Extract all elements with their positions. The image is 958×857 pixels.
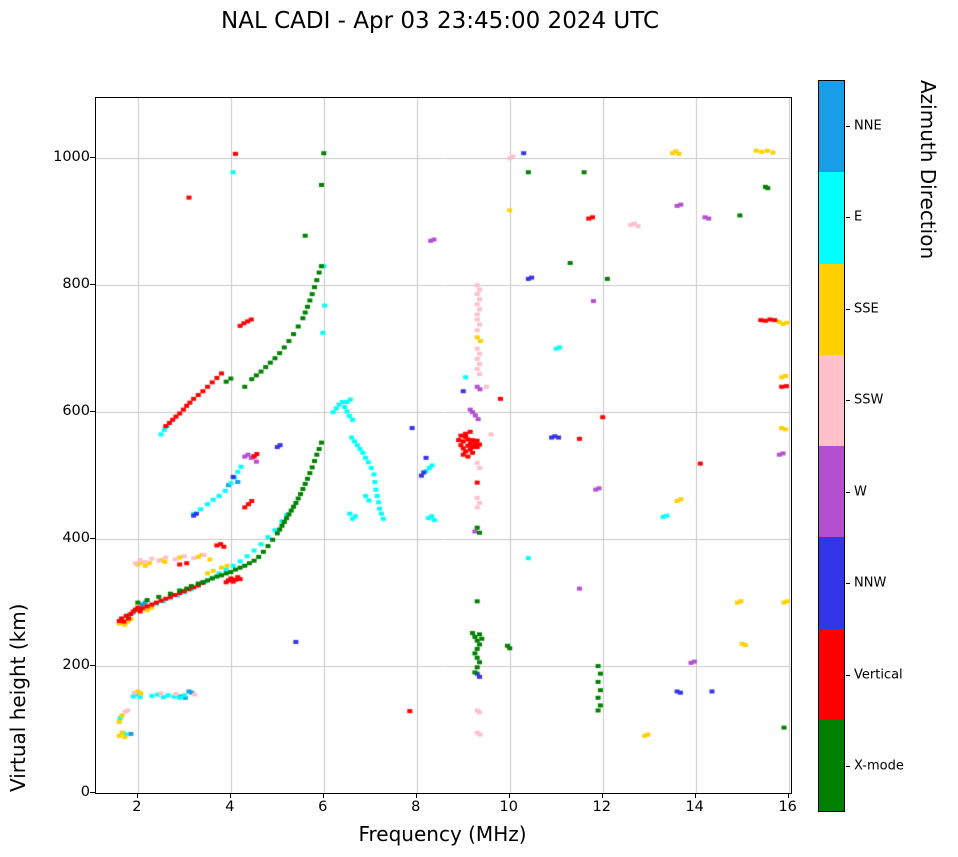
y-axis-label: Virtual height (km)	[6, 603, 30, 793]
colorbar-segment-sse	[819, 263, 844, 355]
colorbar-tick	[846, 674, 850, 676]
plot-area	[95, 97, 792, 794]
x-tick-mark	[787, 793, 789, 798]
y-tick-label: 600	[62, 403, 90, 420]
colorbar-title: Azimuth Direction	[916, 80, 940, 260]
x-tick-label: 4	[225, 799, 235, 815]
y-tick-mark	[90, 665, 95, 667]
x-tick-label: 6	[318, 799, 328, 815]
y-tick-mark	[90, 284, 95, 286]
colorbar-tick	[846, 308, 850, 310]
colorbar-label-nnw: NNW	[854, 575, 887, 591]
colorbar-tick	[846, 491, 850, 493]
x-tick-label: 14	[685, 799, 704, 815]
colorbar-segment-w	[819, 446, 844, 538]
y-tick-mark	[90, 538, 95, 540]
y-tick-label: 200	[62, 657, 90, 674]
x-tick-mark	[601, 793, 603, 798]
colorbar-segment-nnw	[819, 537, 844, 629]
colorbar-label-ssw: SSW	[854, 392, 884, 408]
colorbar-label-nne: NNE	[854, 118, 882, 134]
x-tick-mark	[415, 793, 417, 798]
colorbar-segment-x-mode	[819, 719, 844, 811]
colorbar-segment-nne	[819, 81, 844, 173]
x-tick-mark	[136, 793, 138, 798]
colorbar-label-vertical: Vertical	[854, 667, 903, 683]
y-tick-label: 1000	[53, 149, 90, 166]
x-tick-mark	[508, 793, 510, 798]
x-tick-label: 2	[132, 799, 142, 815]
x-tick-label: 12	[592, 799, 611, 815]
y-tick-mark	[90, 157, 95, 159]
colorbar-tick	[846, 125, 850, 127]
y-tick-label: 0	[80, 784, 90, 800]
colorbar-tick	[846, 217, 850, 219]
x-tick-label: 10	[499, 799, 518, 815]
colorbar-label-w: W	[854, 484, 867, 500]
colorbar-tick	[846, 583, 850, 585]
y-tick-label: 400	[62, 530, 90, 547]
azimuth-colorbar	[818, 80, 845, 812]
colorbar-segment-e	[819, 172, 844, 264]
y-tick-mark	[90, 411, 95, 413]
chart-title: NAL CADI - Apr 03 23:45:00 2024 UTC	[221, 8, 659, 34]
colorbar-segment-ssw	[819, 354, 844, 446]
x-tick-mark	[694, 793, 696, 798]
y-tick-label: 800	[62, 276, 90, 293]
y-tick-mark	[90, 792, 95, 793]
scatter-plot-canvas	[96, 98, 791, 793]
x-tick-mark	[229, 793, 231, 798]
colorbar-tick	[846, 766, 850, 768]
x-axis-label: Frequency (MHz)	[358, 822, 527, 846]
x-tick-label: 8	[411, 799, 421, 815]
x-tick-mark	[322, 793, 324, 798]
colorbar-label-x-mode: X-mode	[854, 758, 904, 774]
colorbar-label-e: E	[854, 209, 863, 225]
colorbar-segment-vertical	[819, 628, 844, 720]
colorbar-label-sse: SSE	[854, 301, 879, 317]
x-tick-label: 16	[778, 799, 797, 815]
colorbar-tick	[846, 400, 850, 402]
